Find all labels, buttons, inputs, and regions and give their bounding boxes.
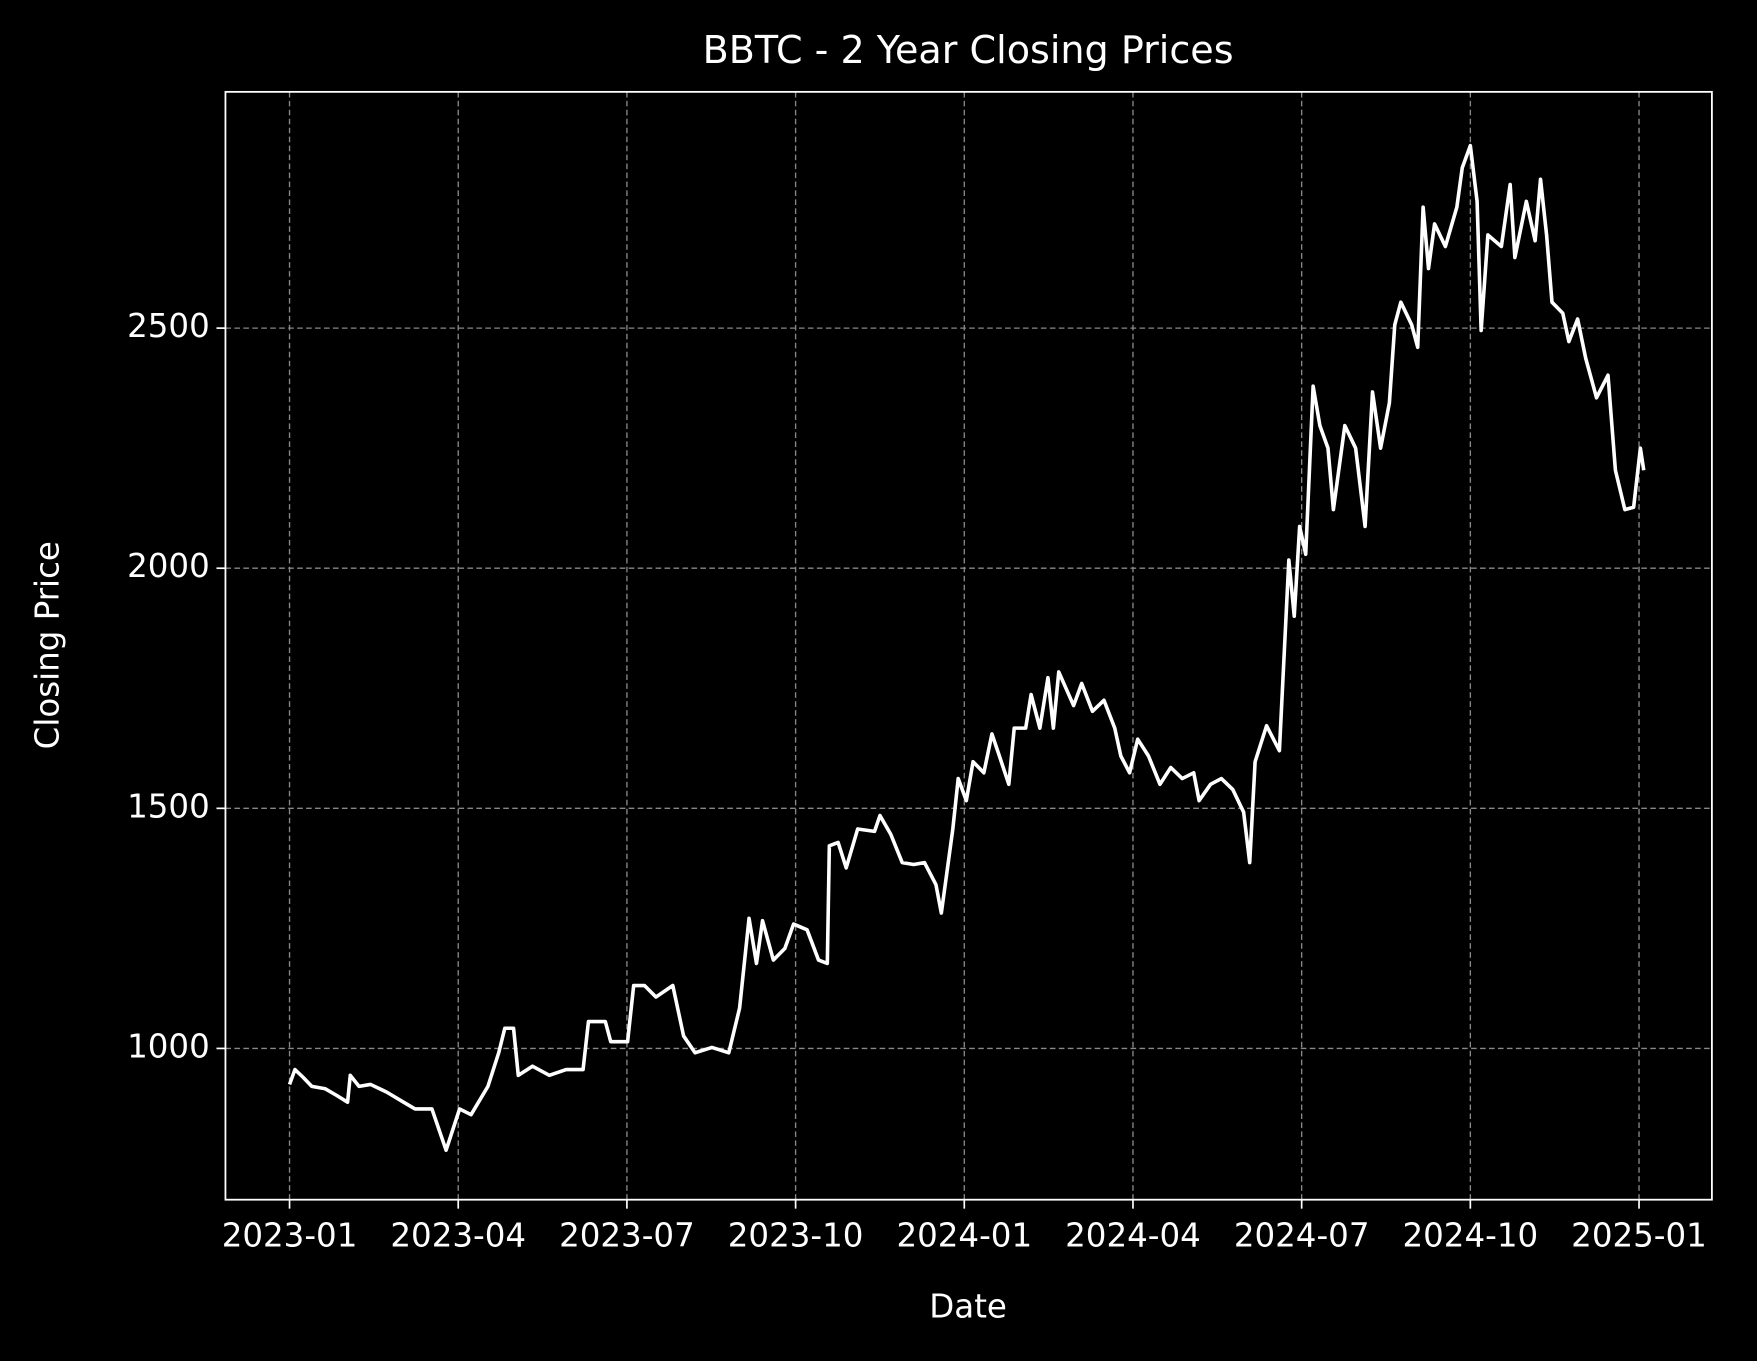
x-tick-label: 2023-01 bbox=[222, 1217, 358, 1255]
x-tick-label: 2023-04 bbox=[390, 1217, 526, 1255]
x-tick-label: 2023-07 bbox=[559, 1217, 695, 1255]
x-tick-label: 2024-04 bbox=[1065, 1217, 1201, 1255]
plot-frame bbox=[224, 90, 1713, 1201]
price-line bbox=[287, 143, 1646, 1153]
chart-title: BBTC - 2 Year Closing Prices bbox=[703, 28, 1234, 72]
y-tick-label: 2500 bbox=[127, 307, 210, 345]
y-tick-label: 2000 bbox=[127, 547, 210, 585]
y-axis-label: Closing Price bbox=[29, 541, 67, 749]
x-tick-label: 2023-10 bbox=[728, 1217, 864, 1255]
x-tick-label: 2024-01 bbox=[896, 1217, 1032, 1255]
y-tick-label: 1500 bbox=[127, 787, 210, 825]
x-tick-label: 2024-10 bbox=[1403, 1217, 1539, 1255]
x-axis-label: Date bbox=[929, 1287, 1007, 1325]
y-tick-label: 1000 bbox=[127, 1027, 210, 1065]
x-tick-label: 2024-07 bbox=[1234, 1217, 1370, 1255]
x-tick-label: 2025-01 bbox=[1571, 1217, 1707, 1255]
